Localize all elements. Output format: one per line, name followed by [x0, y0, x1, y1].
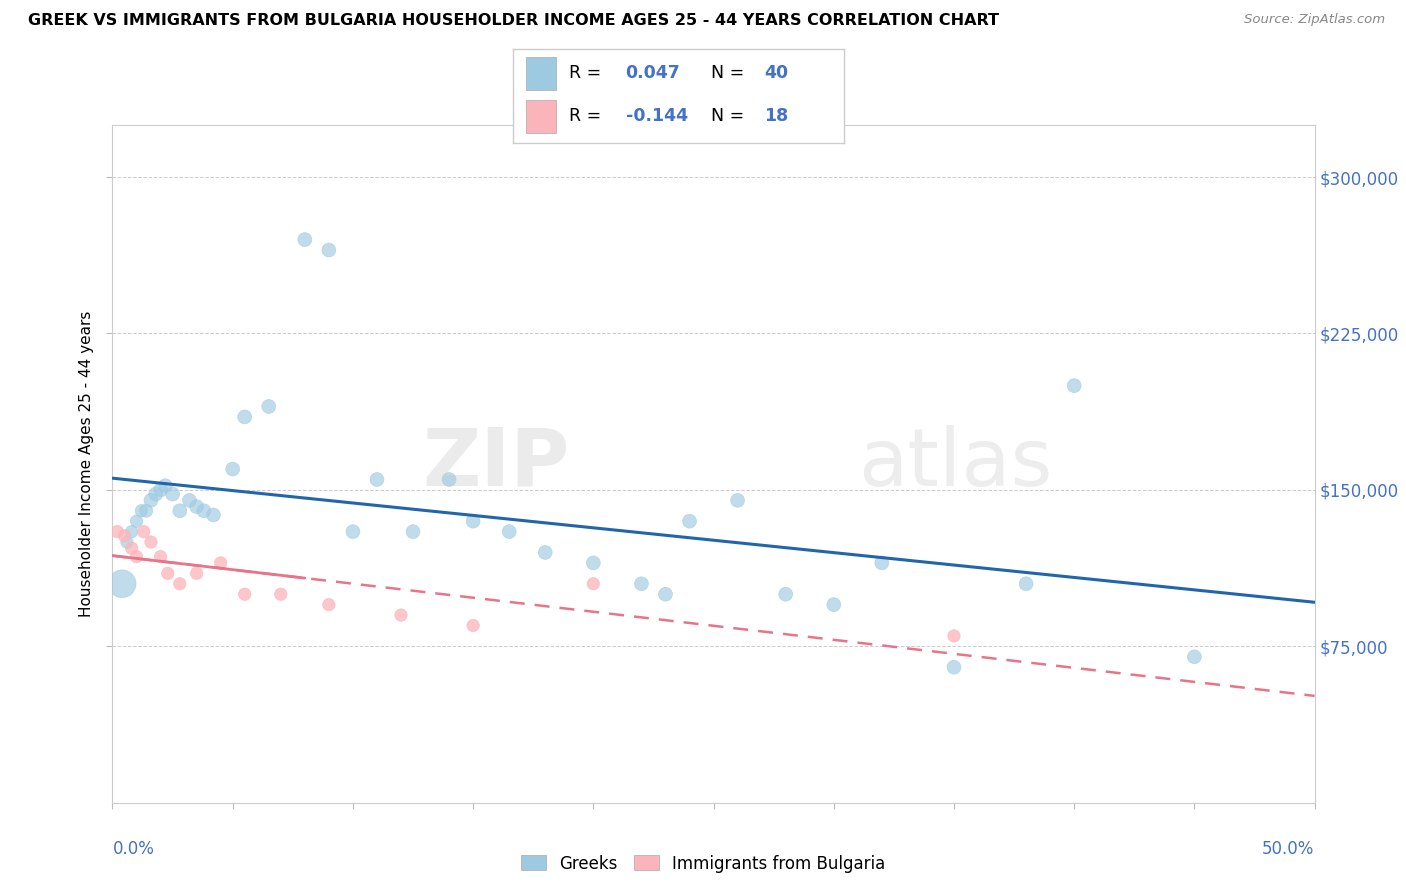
Point [169, 504, 191, 518]
Point [131, 504, 153, 518]
Text: atlas: atlas [858, 425, 1052, 503]
Point [139, 493, 162, 508]
Legend: Greeks, Immigrants from Bulgaria: Greeks, Immigrants from Bulgaria [513, 848, 893, 880]
Point [318, 598, 340, 612]
Point [1063, 378, 1085, 392]
Point [654, 587, 676, 601]
Point [437, 473, 460, 487]
Point [498, 524, 520, 539]
Text: 0.047: 0.047 [626, 64, 681, 82]
Point [366, 473, 388, 487]
Point [870, 556, 893, 570]
Point [125, 514, 148, 528]
Point [121, 524, 143, 539]
Point [222, 462, 245, 476]
Point [115, 535, 138, 549]
Text: 0.0%: 0.0% [112, 840, 155, 858]
Point [1015, 576, 1038, 591]
Point [942, 629, 965, 643]
Point [121, 541, 143, 556]
Point [149, 549, 172, 564]
Point [139, 535, 162, 549]
Point [1184, 649, 1206, 664]
FancyBboxPatch shape [526, 100, 557, 134]
Text: GREEK VS IMMIGRANTS FROM BULGARIA HOUSEHOLDER INCOME AGES 25 - 44 YEARS CORRELAT: GREEK VS IMMIGRANTS FROM BULGARIA HOUSEH… [28, 13, 1000, 29]
Point [193, 504, 215, 518]
Text: R =: R = [569, 64, 607, 82]
Point [233, 587, 256, 601]
Point [342, 524, 364, 539]
Point [132, 524, 155, 539]
Point [630, 576, 652, 591]
Point [582, 556, 605, 570]
Point [823, 598, 845, 612]
Point [162, 487, 184, 501]
FancyBboxPatch shape [526, 56, 557, 90]
Point [179, 493, 201, 508]
Point [135, 504, 157, 518]
Text: ZIP: ZIP [422, 425, 569, 503]
Point [233, 409, 256, 424]
Point [156, 566, 179, 581]
Point [145, 487, 167, 501]
Point [461, 618, 484, 632]
Text: Source: ZipAtlas.com: Source: ZipAtlas.com [1244, 13, 1385, 27]
Point [186, 500, 208, 514]
Text: 50.0%: 50.0% [1263, 840, 1315, 858]
Point [389, 608, 412, 623]
Point [942, 660, 965, 674]
Point [155, 479, 177, 493]
Point [209, 556, 232, 570]
Y-axis label: Householder Income Ages 25 - 44 years: Householder Income Ages 25 - 44 years [79, 310, 94, 617]
Point [111, 576, 134, 591]
Point [775, 587, 797, 601]
Point [169, 576, 191, 591]
Point [727, 493, 749, 508]
Point [294, 233, 316, 247]
Point [402, 524, 425, 539]
Point [582, 576, 605, 591]
Point [202, 508, 225, 522]
Point [125, 549, 148, 564]
Point [257, 400, 280, 414]
Point [149, 483, 172, 497]
Text: R =: R = [569, 108, 607, 126]
Point [186, 566, 208, 581]
Text: N =: N = [711, 64, 751, 82]
Point [114, 529, 136, 543]
Point [678, 514, 700, 528]
Point [105, 524, 128, 539]
Point [318, 243, 340, 257]
Point [534, 545, 557, 559]
Text: -0.144: -0.144 [626, 108, 688, 126]
Text: N =: N = [711, 108, 751, 126]
Text: 18: 18 [765, 108, 789, 126]
Point [270, 587, 292, 601]
Point [461, 514, 484, 528]
Text: 40: 40 [765, 64, 789, 82]
